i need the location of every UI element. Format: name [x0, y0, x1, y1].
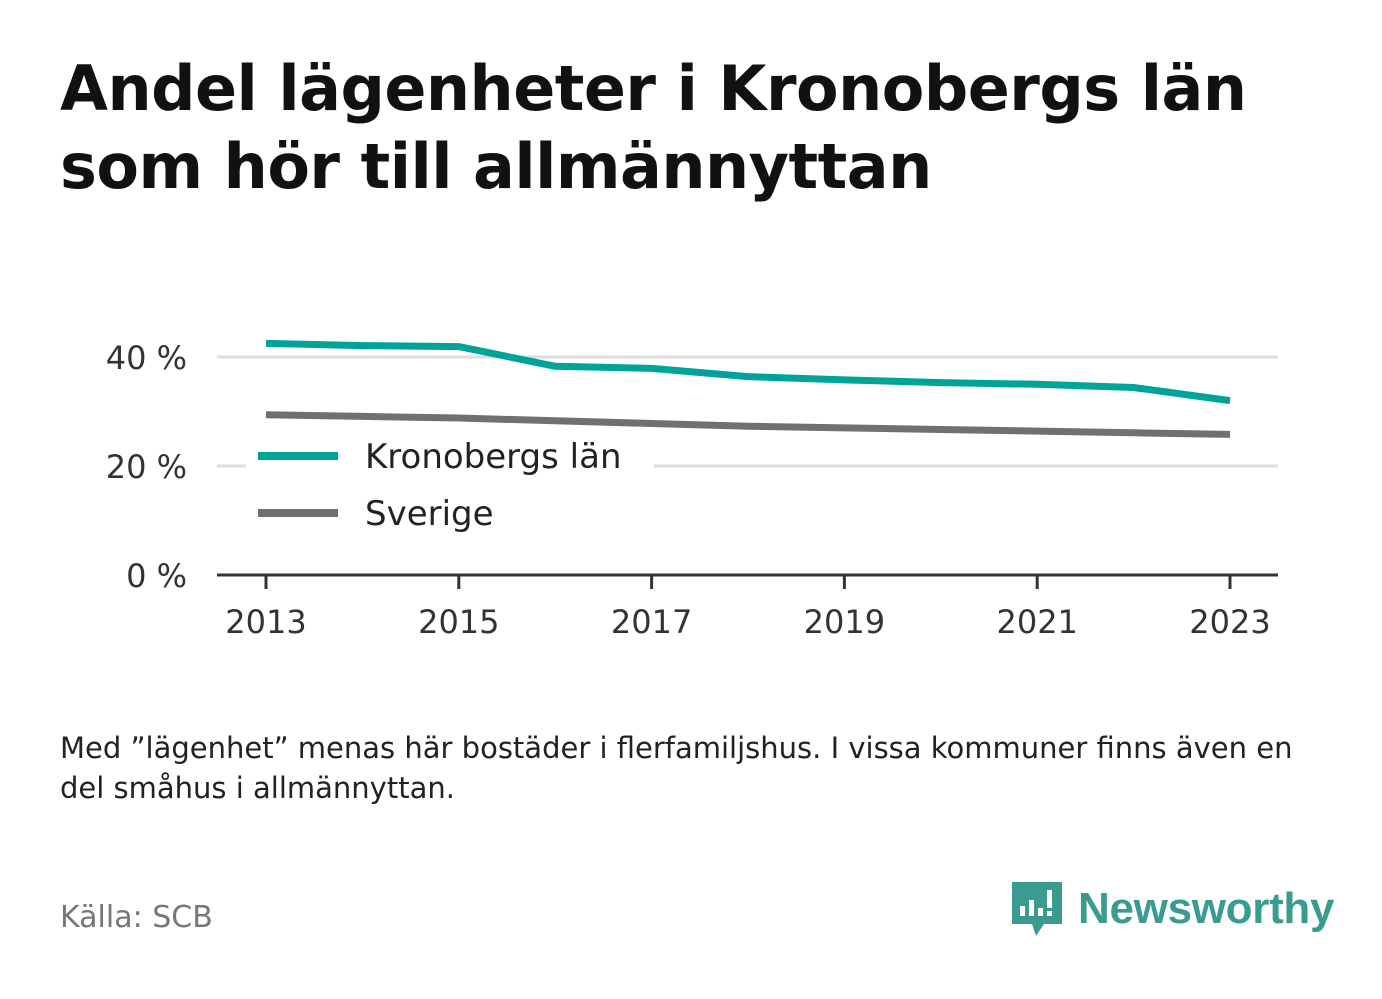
legend-background — [246, 428, 654, 540]
series-line-sverige — [265, 411, 1231, 438]
line-chart: 0 %20 %40 % Kronobergs län Sverige 2013 2… — [106, 339, 1278, 641]
x-tick-label: 2021 — [996, 603, 1077, 641]
newsworthy-icon — [1012, 882, 1062, 936]
chart-footnote: Med ”lägenhet” menas här bostäder i fler… — [60, 731, 1293, 805]
brand-name: Newsworthy — [1078, 884, 1335, 933]
series-layer — [265, 339, 1231, 438]
x-tick-label: 2017 — [611, 603, 692, 641]
legend-label-kronoberg: Kronobergs län — [365, 437, 622, 477]
x-tick-label: 2013 — [225, 603, 306, 641]
x-tick-label: 2019 — [804, 603, 885, 641]
x-tick-label: 2023 — [1189, 603, 1270, 641]
series-line-kronoberg — [265, 339, 1231, 405]
y-tick-label: 40 % — [106, 339, 187, 377]
y-tick-label: 0 % — [126, 557, 187, 595]
grid-layer: 0 % 20 % 40 % — [106, 339, 1278, 595]
x-tick-label: 2015 — [418, 603, 499, 641]
y-tick-label: 20 % — [106, 448, 187, 486]
legend-label-sverige: Sverige — [365, 494, 494, 534]
source-label: Källa: SCB — [60, 900, 213, 935]
axis-layer: 2013 2015 2017 2019 2021 2023 — [217, 573, 1278, 641]
chart-title: Andel lägenheter i Kronobergs län som hö… — [60, 52, 1247, 203]
newsworthy-logo: Newsworthy — [1010, 878, 1334, 940]
legend: Kronobergs län Sverige — [246, 428, 654, 540]
